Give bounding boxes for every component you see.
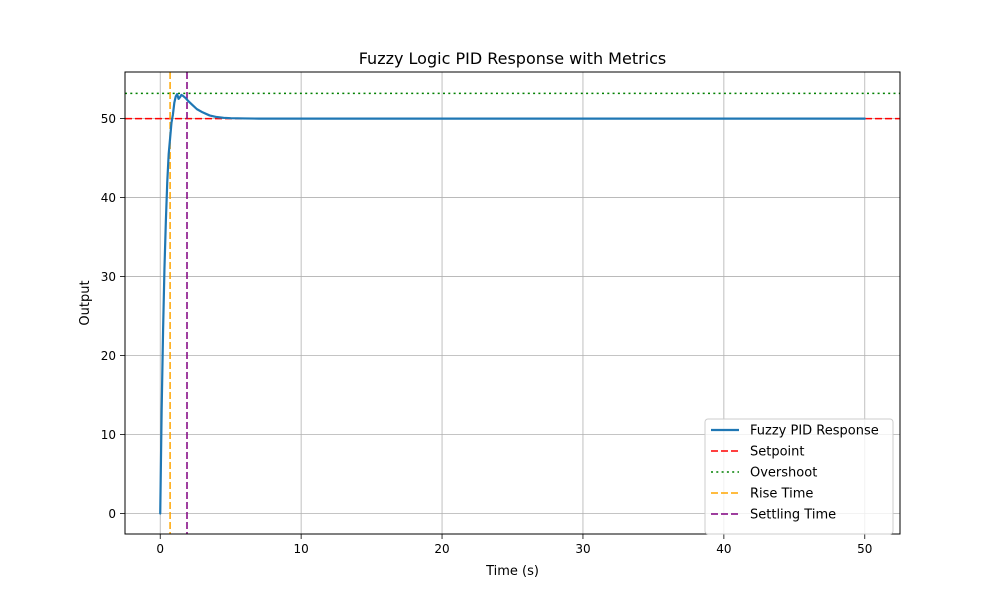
y-tick-label: 40 — [101, 191, 116, 205]
legend-label: Fuzzy PID Response — [750, 424, 879, 439]
y-tick-label: 30 — [101, 270, 116, 284]
x-tick-label: 30 — [575, 542, 590, 556]
plot-area-frame — [124, 71, 901, 535]
x-tick-label: 0 — [156, 542, 164, 556]
y-ticks-layer: 0 10 20 30 40 50 — [101, 112, 125, 521]
y-axis-label: Output — [78, 280, 93, 325]
legend: Fuzzy PID Response Setpoint Overshoot Rise … — [704, 418, 894, 535]
series-layer — [159, 93, 866, 515]
chart-title: Fuzzy Logic PID Response with Metrics — [359, 49, 667, 68]
y-tick-label: 50 — [101, 112, 116, 126]
fuzzy-pid-response-line — [159, 93, 866, 515]
y-tick-label: 10 — [101, 428, 116, 442]
legend-label: Setpoint — [750, 445, 805, 460]
x-axis-label: Time (s) — [485, 564, 539, 579]
x-tick-label: 20 — [434, 542, 449, 556]
y-tick-label: 0 — [108, 507, 116, 521]
legend-label: Rise Time — [750, 487, 813, 502]
x-ticks-layer: 0 10 20 30 40 50 — [156, 534, 872, 556]
legend-label: Overshoot — [750, 466, 817, 481]
x-tick-label: 10 — [293, 542, 308, 556]
y-tick-label: 20 — [101, 349, 116, 363]
legend-label: Settling Time — [750, 508, 836, 523]
x-tick-label: 40 — [716, 542, 731, 556]
x-tick-label: 50 — [857, 542, 872, 556]
legend-box — [704, 418, 894, 535]
